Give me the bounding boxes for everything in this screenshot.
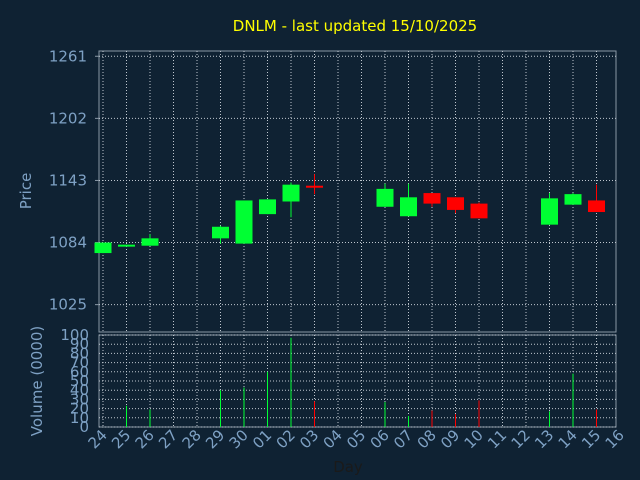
price-tick-label: 1261 (49, 47, 87, 65)
volume-tick-label: 90 (70, 335, 89, 353)
volume-tick-label: 10 (70, 409, 89, 427)
candle-body (400, 197, 417, 217)
candle-body (212, 226, 229, 239)
candle-body (94, 242, 112, 254)
price-tick-label: 1202 (49, 109, 87, 127)
x-tick-label: 02 (273, 426, 299, 452)
x-tick-label: 25 (108, 426, 134, 452)
x-tick-label: 14 (555, 426, 581, 452)
price-grid (99, 51, 616, 332)
x-tick-label: 13 (531, 426, 557, 452)
candles (94, 174, 605, 254)
x-tick-label: 08 (414, 426, 440, 452)
candle-body (235, 200, 253, 244)
x-tick-label: 29 (202, 426, 228, 452)
x-tick-label: 05 (343, 426, 369, 452)
candle-body (470, 203, 488, 219)
x-tick-label: 30 (226, 426, 252, 452)
x-tick-label: 26 (132, 426, 158, 452)
candle-body (376, 188, 394, 207)
candle-body (588, 200, 605, 213)
price-axis-label: Price (17, 173, 35, 210)
price-panel-frame (98, 50, 617, 333)
volume-tick-label: 60 (70, 363, 89, 381)
price-panel: 1261 1202 1143 1084 1025 Price (17, 47, 617, 333)
candle-body (259, 199, 276, 215)
x-tick-label: 12 (508, 426, 534, 452)
volume-tick-label: 70 (70, 354, 89, 372)
volume-tick-label: 40 (70, 381, 89, 399)
x-tick-labels: 2425262728293001020304050607080910111213… (85, 426, 628, 452)
candle-body (118, 244, 135, 247)
x-tick-label: 06 (367, 426, 393, 452)
candle-body (423, 193, 441, 204)
volume-bars (126, 337, 597, 427)
candle-body (141, 238, 159, 246)
volume-tick-label: 20 (70, 400, 89, 418)
price-tick-label: 1025 (49, 296, 87, 314)
x-tick-label: 10 (461, 426, 487, 452)
x-tick-label: 01 (249, 426, 275, 452)
chart-title: DNLM - last updated 15/10/2025 (233, 17, 477, 35)
volume-tick-label: 30 (70, 390, 89, 408)
price-tick-label: 1084 (49, 234, 87, 252)
x-tick-label: 28 (179, 426, 205, 452)
x-axis-label: Day (333, 458, 363, 476)
price-tick-label: 1143 (49, 171, 87, 189)
price-tick-labels: 1261 1202 1143 1084 1025 (49, 47, 99, 314)
x-tick-label: 27 (155, 426, 181, 452)
x-tick-label: 16 (602, 426, 628, 452)
volume-grid (99, 334, 616, 428)
volume-tick-label: 50 (70, 372, 89, 390)
x-tick-label: 11 (484, 426, 510, 452)
candle-body (282, 184, 300, 202)
volume-tick-label: 100 (60, 326, 89, 344)
x-tick-label: 03 (296, 426, 322, 452)
volume-axis-label: Volume (0000) (28, 326, 46, 436)
x-tick-label: 15 (578, 426, 604, 452)
volume-tick-label: 80 (70, 344, 89, 362)
candle-body (541, 198, 558, 225)
candle-body (564, 194, 582, 205)
candle-body (306, 185, 323, 188)
x-tick-label: 04 (320, 426, 346, 452)
x-tick-label: 09 (437, 426, 463, 452)
volume-tick-label: 0 (79, 418, 89, 436)
x-tick-label: 07 (390, 426, 416, 452)
candle-body (447, 197, 464, 210)
